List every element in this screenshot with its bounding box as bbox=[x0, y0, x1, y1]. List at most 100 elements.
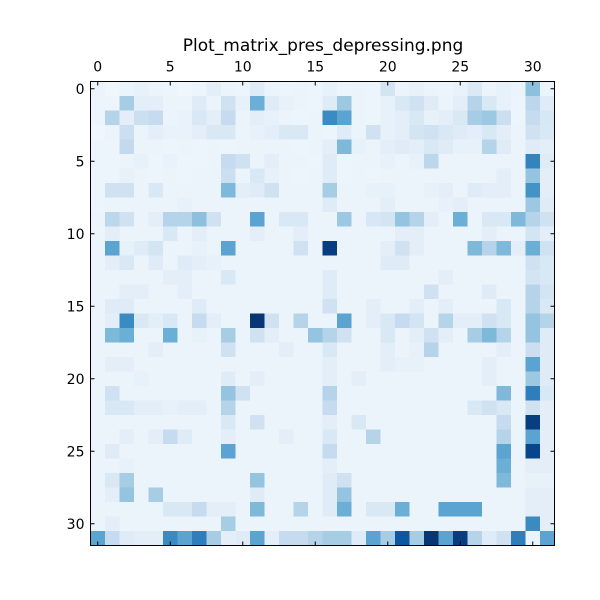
heatmap-cell bbox=[163, 125, 178, 140]
heatmap-cell bbox=[337, 183, 352, 198]
heatmap-cell bbox=[163, 371, 178, 387]
heatmap-cell bbox=[438, 386, 454, 401]
heatmap-cell bbox=[308, 444, 323, 459]
heatmap-cell bbox=[90, 197, 106, 213]
heatmap-cell bbox=[235, 299, 251, 314]
heatmap-cell bbox=[438, 270, 454, 285]
heatmap-cell bbox=[177, 139, 193, 155]
heatmap-cell bbox=[293, 81, 309, 97]
heatmap-cell bbox=[409, 313, 425, 329]
heatmap-cell bbox=[177, 241, 193, 256]
heatmap-cell bbox=[482, 168, 497, 184]
heatmap-cell bbox=[192, 371, 207, 387]
heatmap-cell bbox=[424, 183, 439, 198]
x-axis-ticks: 0 5 10 15 20 25 30 bbox=[93, 60, 542, 546]
heatmap-cell bbox=[380, 458, 396, 474]
heatmap-cell bbox=[525, 226, 541, 242]
heatmap-cell bbox=[409, 429, 425, 445]
heatmap-cell bbox=[351, 81, 367, 97]
heatmap-cell bbox=[279, 139, 294, 155]
heatmap-cell bbox=[540, 255, 555, 271]
heatmap-cell bbox=[250, 342, 265, 358]
heatmap-cell bbox=[511, 110, 526, 126]
heatmap-cell bbox=[250, 96, 265, 111]
heatmap-cell bbox=[453, 183, 468, 198]
heatmap-cell bbox=[351, 429, 367, 445]
heatmap-cell bbox=[105, 154, 120, 169]
heatmap-cell bbox=[177, 183, 193, 198]
heatmap-cell bbox=[264, 473, 280, 488]
heatmap-cell bbox=[496, 386, 512, 401]
heatmap-cell bbox=[90, 473, 106, 488]
heatmap-cell bbox=[482, 284, 497, 300]
heatmap-cell bbox=[540, 444, 555, 459]
heatmap-cell bbox=[337, 212, 352, 227]
heatmap-cell bbox=[90, 357, 106, 372]
heatmap-cell bbox=[482, 487, 497, 503]
heatmap-cell bbox=[482, 226, 497, 242]
heatmap-cell bbox=[105, 531, 120, 546]
heatmap-cell bbox=[119, 516, 135, 532]
heatmap-cell bbox=[409, 487, 425, 503]
heatmap-cell bbox=[90, 284, 106, 300]
heatmap-cell bbox=[192, 168, 207, 184]
heatmap-cell bbox=[380, 212, 396, 227]
heatmap-cell bbox=[337, 400, 352, 416]
heatmap-cell bbox=[134, 96, 149, 111]
heatmap-cell bbox=[308, 110, 323, 126]
heatmap-cell bbox=[453, 212, 468, 227]
heatmap-cell bbox=[163, 531, 178, 546]
heatmap-cell bbox=[351, 241, 367, 256]
heatmap-cell bbox=[221, 197, 236, 213]
heatmap-cell bbox=[525, 502, 541, 517]
heatmap-cell bbox=[192, 429, 207, 445]
heatmap-cell bbox=[467, 444, 483, 459]
heatmap-cell bbox=[119, 400, 135, 416]
heatmap-cell bbox=[453, 371, 468, 387]
heatmap-cell bbox=[134, 400, 149, 416]
heatmap-cell bbox=[308, 342, 323, 358]
heatmap-cell bbox=[221, 255, 236, 271]
heatmap-cell bbox=[482, 531, 497, 546]
heatmap-cell bbox=[250, 516, 265, 532]
heatmap-cell bbox=[467, 183, 483, 198]
heatmap-cell bbox=[206, 473, 222, 488]
heatmap-cell bbox=[308, 386, 323, 401]
heatmap-cell bbox=[525, 516, 541, 532]
heatmap-cell bbox=[540, 371, 555, 387]
heatmap-cell bbox=[163, 183, 178, 198]
heatmap-cell bbox=[279, 342, 294, 358]
heatmap-cell bbox=[221, 168, 236, 184]
heatmap-cell bbox=[206, 212, 222, 227]
heatmap-cell bbox=[409, 255, 425, 271]
heatmap-cell bbox=[264, 183, 280, 198]
heatmap-cell bbox=[308, 429, 323, 445]
heatmap-cell bbox=[337, 415, 352, 430]
heatmap-cell bbox=[134, 168, 149, 184]
heatmap-cell bbox=[337, 154, 352, 169]
heatmap-cell bbox=[250, 313, 265, 329]
heatmap-cell bbox=[424, 96, 439, 111]
heatmap-cell bbox=[424, 429, 439, 445]
heatmap-cell bbox=[293, 415, 309, 430]
heatmap-cell bbox=[540, 429, 555, 445]
heatmap-cell bbox=[163, 299, 178, 314]
heatmap-cell bbox=[221, 328, 236, 343]
heatmap-cell bbox=[264, 110, 280, 126]
heatmap-cell bbox=[409, 328, 425, 343]
heatmap-cell bbox=[148, 328, 164, 343]
heatmap-cell bbox=[134, 270, 149, 285]
heatmap-cell bbox=[337, 299, 352, 314]
heatmap-cell bbox=[351, 386, 367, 401]
heatmap-cell bbox=[453, 516, 468, 532]
heatmap-cell bbox=[540, 400, 555, 416]
heatmap-cell bbox=[119, 139, 135, 155]
heatmap-cell bbox=[177, 342, 193, 358]
heatmap-cell bbox=[453, 154, 468, 169]
heatmap-cell bbox=[351, 502, 367, 517]
heatmap-cell bbox=[351, 284, 367, 300]
heatmap-cell bbox=[511, 531, 526, 546]
heatmap-cell bbox=[540, 154, 555, 169]
heatmap-cell bbox=[395, 96, 410, 111]
heatmap-cell bbox=[540, 270, 555, 285]
